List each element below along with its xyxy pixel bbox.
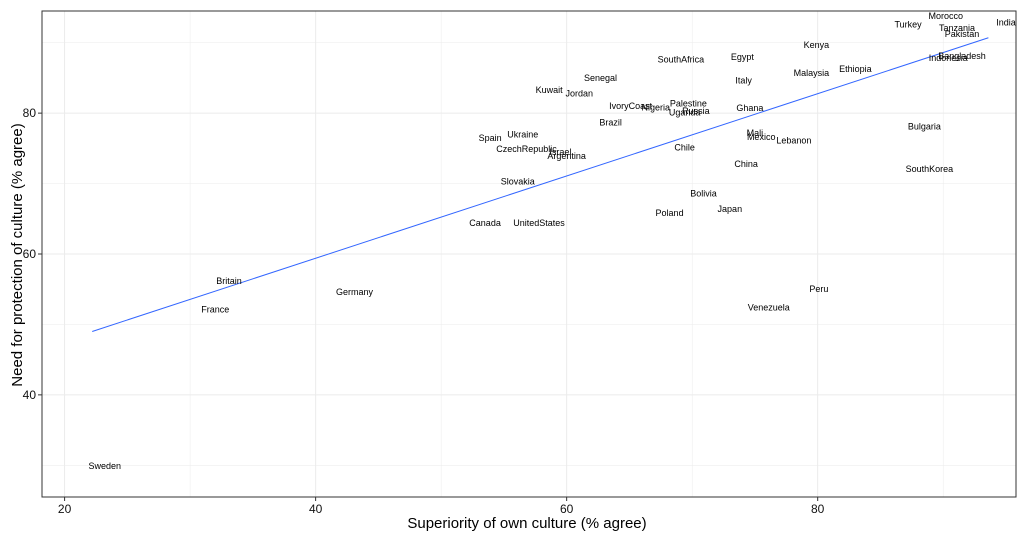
point-label: Slovakia	[501, 176, 535, 186]
trend-line	[92, 37, 989, 332]
point-label: Israel	[549, 147, 571, 157]
point-label: Tanzania	[939, 23, 975, 33]
point-label: Brazil	[599, 117, 622, 127]
major-gridlines	[42, 11, 1016, 497]
point-label: Egypt	[731, 52, 755, 62]
point-label: Japan	[718, 204, 743, 214]
point-label: Canada	[469, 218, 501, 228]
point-label: France	[201, 305, 229, 315]
point-label: Ukraine	[507, 129, 538, 139]
point-label: Ethiopia	[839, 64, 872, 74]
point-label: Poland	[656, 208, 684, 218]
minor-gridlines	[42, 11, 1016, 497]
point-label: Sweden	[88, 461, 121, 471]
point-label: Peru	[809, 284, 828, 294]
point-label: Mali	[747, 128, 764, 138]
x-tick-label: 40	[309, 502, 323, 516]
point-label: SouthAfrica	[658, 55, 705, 65]
point-label: CzechRepublic	[496, 144, 557, 154]
y-axis-ticks: 40 60 80	[23, 106, 42, 402]
point-label: Palestine	[670, 98, 707, 108]
y-tick-label: 40	[23, 388, 37, 402]
point-label: Malaysia	[794, 68, 830, 78]
point-label: Italy	[735, 76, 752, 86]
trend-line-group	[92, 37, 989, 332]
point-label: Indonesia	[929, 53, 968, 63]
point-label: Kuwait	[536, 85, 564, 95]
y-tick-label: 80	[23, 106, 37, 120]
point-label: Morocco	[928, 11, 963, 21]
point-label: Pakistan	[945, 29, 980, 39]
point-label: IvoryCoast	[609, 101, 653, 111]
y-tick-label: 60	[23, 247, 37, 261]
y-axis-title: Need for protection of culture (% agree)	[9, 123, 26, 386]
x-axis-ticks: 20 40 60 80	[58, 497, 825, 516]
point-label: Venezuela	[748, 303, 790, 313]
point-labels: Sweden Britain France Germany Canada UnitedSt…	[88, 11, 1015, 471]
x-tick-label: 20	[58, 502, 72, 516]
point-label: Uganda	[669, 107, 701, 117]
point-label: Kenya	[804, 40, 830, 50]
point-label: India	[996, 17, 1016, 27]
point-label: SouthKorea	[906, 164, 954, 174]
point-label: Ghana	[736, 103, 763, 113]
x-tick-label: 60	[560, 502, 574, 516]
point-label: Britain	[216, 276, 242, 286]
point-label: Lebanon	[776, 136, 811, 146]
point-label: Jordan	[565, 88, 593, 98]
x-tick-label: 80	[811, 502, 825, 516]
point-label: Mexico	[747, 132, 776, 142]
point-label: Russia	[682, 106, 710, 116]
point-label: Bolivia	[690, 188, 717, 198]
point-label: Turkey	[894, 19, 922, 29]
x-axis-title: Superiority of own culture (% agree)	[407, 515, 646, 532]
point-label: Spain	[479, 133, 502, 143]
point-label: Bulgaria	[908, 122, 941, 132]
point-label: Nigeria	[642, 102, 671, 112]
point-label: China	[734, 159, 758, 169]
point-label: Chile	[674, 143, 695, 153]
point-label: Bangladesh	[938, 51, 986, 61]
point-label: UnitedStates	[513, 218, 565, 228]
point-label: Senegal	[584, 73, 617, 83]
point-label: Germany	[336, 287, 374, 297]
point-label: Argentina	[547, 151, 586, 161]
